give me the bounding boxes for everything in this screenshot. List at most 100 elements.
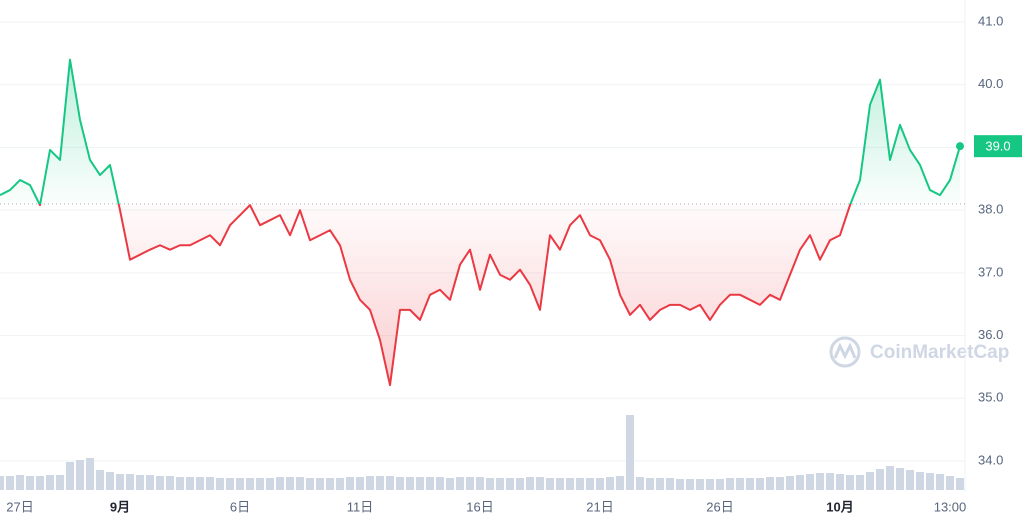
volume-bar (816, 473, 824, 490)
volume-bar (796, 475, 804, 490)
volume-bar (576, 478, 584, 490)
volume-bar (506, 478, 514, 490)
volume-bar (176, 477, 184, 490)
volume-bar (256, 478, 264, 490)
volume-bar (776, 477, 784, 490)
volume-bar (146, 475, 154, 490)
y-tick-label: 37.0 (978, 264, 1003, 279)
volume-bar (406, 477, 414, 490)
x-tick-label: 10月 (826, 499, 853, 514)
x-tick-label: 9月 (110, 499, 130, 514)
volume-bar (196, 477, 204, 490)
volume-bar (696, 479, 704, 490)
volume-bar (206, 477, 214, 490)
volume-bar (326, 478, 334, 490)
volume-bar (436, 477, 444, 490)
volume-bar (856, 475, 864, 490)
y-tick-label: 35.0 (978, 390, 1003, 405)
volume-bar (686, 479, 694, 490)
x-tick-label: 21日 (586, 499, 613, 514)
volume-bar (456, 477, 464, 490)
volume-bar (286, 477, 294, 490)
volume-bar (676, 479, 684, 490)
volume-bar (386, 476, 394, 490)
volume-bar (166, 476, 174, 490)
volume-bar (646, 478, 654, 490)
volume-bar (476, 477, 484, 490)
volume-bar (376, 476, 384, 490)
volume-bar (806, 474, 814, 490)
volume-bar (126, 474, 134, 490)
volume-bar (936, 474, 944, 490)
volume-bar (866, 472, 874, 490)
volume-bar (0, 476, 4, 490)
x-tick-label: 16日 (466, 499, 493, 514)
volume-bar (46, 475, 54, 490)
y-tick-label: 34.0 (978, 452, 1003, 467)
volume-bar (716, 479, 724, 490)
y-tick-label: 38.0 (978, 202, 1003, 217)
volume-bar (276, 477, 284, 490)
volume-bar (556, 478, 564, 490)
volume-bar (266, 478, 274, 490)
volume-bar (426, 477, 434, 490)
volume-bar (516, 478, 524, 490)
volume-bar (896, 468, 904, 490)
y-tick-label: 40.0 (978, 76, 1003, 91)
volume-bar (26, 476, 34, 490)
volume-bar (486, 478, 494, 490)
volume-bar (156, 476, 164, 490)
volume-bar (96, 470, 104, 490)
watermark-text: CoinMarketCap (870, 342, 1009, 363)
price-line (0, 58, 961, 387)
volume-bar (526, 477, 534, 490)
volume-bar (846, 475, 854, 490)
volume-bar (356, 477, 364, 490)
price-area (0, 59, 960, 386)
volume-bar (106, 472, 114, 490)
volume-bar (56, 475, 64, 490)
volume-bar (916, 472, 924, 490)
volume-bar (566, 478, 574, 490)
volume-bar (586, 478, 594, 490)
watermark: CoinMarketCap (829, 336, 1009, 368)
volume-bar (236, 478, 244, 490)
volume-bar (116, 474, 124, 490)
volume-bar (766, 477, 774, 490)
volume-bar (86, 458, 94, 490)
volume-bar (616, 476, 624, 490)
last-price-label: 39.0 (985, 139, 1010, 154)
volume-bar (736, 478, 744, 490)
volume-bar (226, 478, 234, 490)
x-tick-label: 13:00 (934, 499, 967, 514)
volume-bar (466, 477, 474, 490)
volume-bar (446, 478, 454, 490)
volume-bar (136, 475, 144, 490)
volume-bar (246, 478, 254, 490)
volume-bar (306, 478, 314, 490)
volume-bar (186, 477, 194, 490)
volume-bar (596, 478, 604, 490)
volume-bar (66, 462, 74, 490)
volume-bar (416, 477, 424, 490)
volume-bar (746, 478, 754, 490)
volume-bar (656, 478, 664, 490)
volume-bar (926, 473, 934, 490)
volume-bar (756, 478, 764, 490)
x-tick-label: 11日 (347, 499, 374, 514)
volume-bar (346, 477, 354, 490)
volume-bar (6, 476, 14, 490)
volume-bar (956, 478, 964, 490)
volume-bar (666, 478, 674, 490)
volume-bar (946, 476, 954, 490)
volume-bar (16, 475, 24, 490)
volume-bar (826, 473, 834, 490)
volume-bar (336, 478, 344, 490)
x-tick-label: 27日 (6, 499, 33, 514)
volume-bar (836, 474, 844, 490)
volume-bar (366, 476, 374, 490)
volume-bar (706, 479, 714, 490)
volume-bar (216, 478, 224, 490)
y-tick-label: 41.0 (978, 13, 1003, 28)
volume-bar (396, 477, 404, 490)
